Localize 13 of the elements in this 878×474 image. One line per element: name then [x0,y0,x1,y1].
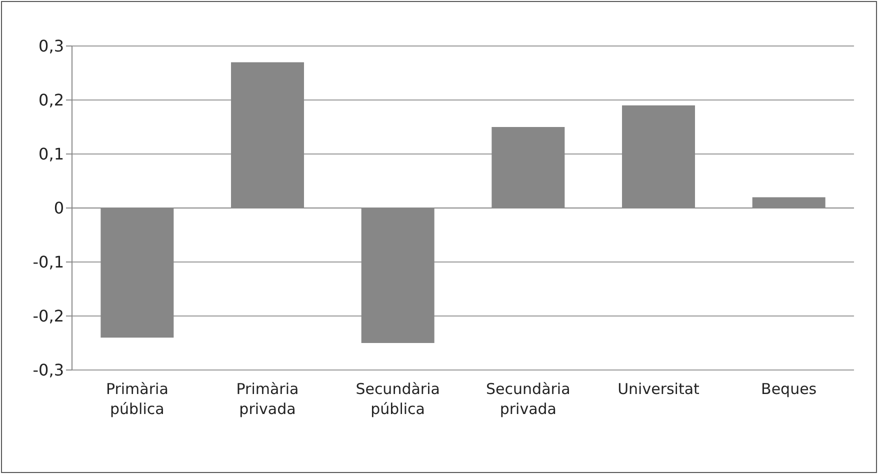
x-tick-label: Beques [761,380,817,398]
x-tick-label: Primària privada [236,380,299,418]
y-tick-label: 0 [54,198,64,218]
x-tick-label: Universitat [618,380,700,398]
y-tick-label: 0,1 [38,144,64,164]
y-tick-label: 0,2 [38,90,64,110]
y-tick-label: -0,3 [32,360,64,380]
x-tick-label: Secundària pública [356,380,440,418]
y-tick-label: 0,3 [38,36,64,56]
y-tick-label: -0,2 [32,306,64,326]
y-tick-label: -0,1 [32,252,64,272]
x-tick-label: Primària pública [106,380,168,418]
x-tick-label: Secundària privada [486,380,570,418]
